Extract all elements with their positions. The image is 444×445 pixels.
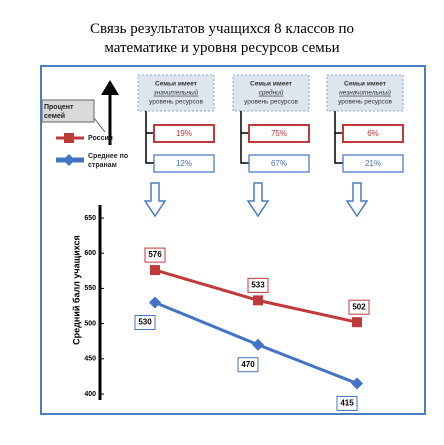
- down-arrow: [246, 182, 270, 218]
- column-header: незначительный: [339, 89, 391, 97]
- share-label: Процент семей: [44, 104, 74, 120]
- connector: [240, 111, 249, 164]
- share-box: [153, 154, 215, 173]
- point: [150, 265, 160, 276]
- legend-label: Россия: [88, 135, 113, 142]
- share-label: 75%: [271, 129, 287, 138]
- column-header: средний: [259, 89, 284, 97]
- down-arrow: [345, 182, 369, 218]
- share-label: 19%: [176, 129, 192, 138]
- value-label: 470: [241, 360, 255, 369]
- value-label: 533: [251, 280, 265, 289]
- point: [149, 296, 161, 309]
- column-header: Семьи имеет: [250, 81, 292, 88]
- share-box: [248, 154, 310, 173]
- value-label: 530: [138, 318, 152, 327]
- connector: [145, 111, 154, 164]
- share-box: [342, 124, 404, 143]
- share-label: 12%: [176, 159, 192, 168]
- column-header-box: [137, 74, 215, 112]
- value-label-box: [134, 314, 156, 330]
- value-label-box: [247, 277, 269, 293]
- column-header-box: [232, 74, 310, 112]
- point: [252, 338, 264, 351]
- value-label-box: [348, 299, 370, 315]
- share-label: 67%: [271, 159, 287, 168]
- y-tick-label: 400: [84, 391, 96, 398]
- y-tick-label: 550: [84, 285, 96, 292]
- column-header: Семьи имеет: [155, 81, 197, 88]
- y-tick-label: 450: [84, 356, 96, 363]
- value-label: 415: [340, 399, 354, 408]
- share-callout: [41, 99, 95, 123]
- column-header: уровень ресурсов: [338, 99, 392, 106]
- title-line: математике и уровня ресурсов семьи: [104, 40, 339, 56]
- value-label-box: [144, 247, 166, 263]
- y-tick-label: 500: [84, 320, 96, 327]
- column-header: значительный: [153, 89, 199, 97]
- value-label: 576: [148, 250, 162, 259]
- share-box: [342, 154, 404, 173]
- legend-marker: [64, 133, 74, 143]
- y-axis-label: Средний балл учащихся: [71, 235, 81, 345]
- callout-pointer: [93, 117, 106, 133]
- value-label-box: [237, 357, 259, 373]
- title-line: Связь результатов учащихся 8 классов по: [90, 21, 354, 37]
- share-label: 6%: [367, 129, 379, 138]
- share-box: [248, 124, 310, 143]
- y-tick-label: 650: [84, 215, 96, 222]
- up-arrow-head: [101, 80, 119, 95]
- column-header: уровень ресурсов: [244, 99, 298, 106]
- legend-label: Среднее по странам: [88, 153, 129, 169]
- value-label: 502: [352, 302, 366, 311]
- column-header-box: [326, 74, 404, 112]
- connector: [334, 111, 343, 164]
- point: [351, 377, 363, 390]
- chart-title: Связь результатов учащихся 8 классов по м…: [90, 21, 354, 56]
- point: [253, 295, 263, 306]
- value-label-box: [336, 395, 358, 411]
- legend-marker: [63, 154, 75, 166]
- point: [352, 317, 362, 328]
- y-tick-label: 600: [84, 250, 96, 257]
- column-header: уровень ресурсов: [149, 99, 203, 106]
- down-arrow: [143, 182, 167, 218]
- share-label: 21%: [365, 159, 381, 168]
- frame: [40, 65, 426, 415]
- share-box: [153, 124, 215, 143]
- column-header: Семьи имеет: [344, 81, 386, 88]
